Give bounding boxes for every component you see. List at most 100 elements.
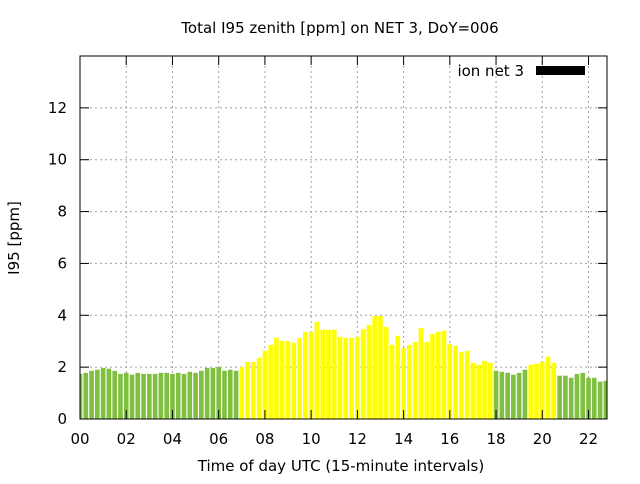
- bar: [389, 344, 395, 419]
- y-tick-label: 6: [57, 254, 67, 272]
- bar: [557, 375, 562, 419]
- bar: [568, 377, 574, 419]
- bar: [603, 380, 607, 419]
- bar: [83, 372, 89, 419]
- bar: [378, 316, 383, 419]
- bar: [343, 337, 349, 419]
- x-tick-label: 10: [302, 430, 321, 448]
- bar: [274, 337, 279, 419]
- bar: [227, 369, 233, 419]
- grid: [80, 56, 607, 419]
- bar: [574, 373, 580, 419]
- bar: [95, 369, 100, 419]
- y-tick-label: 0: [57, 410, 67, 428]
- x-tick-label: 08: [255, 430, 274, 448]
- x-tick-label: 20: [533, 430, 552, 448]
- legend-label: ion net 3: [457, 62, 524, 80]
- bar: [251, 361, 256, 419]
- x-tick-label: 16: [440, 430, 459, 448]
- bar: [418, 327, 424, 419]
- bar: [337, 336, 343, 419]
- bar: [320, 329, 326, 419]
- bar: [505, 372, 510, 419]
- bar: [303, 331, 308, 419]
- bar: [470, 362, 476, 419]
- bar: [511, 374, 516, 419]
- bar: [407, 344, 412, 419]
- x-tick-label: 14: [394, 430, 413, 448]
- bar: [482, 360, 487, 419]
- bar: [326, 329, 331, 419]
- bar: [175, 372, 181, 419]
- bar: [164, 372, 169, 419]
- bar: [147, 373, 152, 419]
- bar: [493, 370, 499, 419]
- bar: [534, 363, 539, 419]
- bar: [464, 350, 470, 419]
- plot-border: [79, 55, 608, 420]
- bar: [545, 356, 551, 419]
- bar: [210, 367, 216, 419]
- bar: [129, 374, 135, 419]
- bar: [591, 377, 597, 419]
- y-tick-label: 10: [48, 151, 67, 169]
- bar: [360, 329, 366, 419]
- bar: [522, 369, 528, 419]
- bar: [412, 341, 418, 419]
- x-tick-label: 02: [117, 430, 136, 448]
- bar: [158, 372, 164, 419]
- x-tick-label: 22: [579, 430, 598, 448]
- bar: [308, 331, 314, 419]
- bar: [597, 381, 603, 419]
- bar: [239, 367, 245, 419]
- y-axis-label: I95 [ppm]: [5, 201, 23, 275]
- x-tick-label: 04: [163, 430, 182, 448]
- bar: [366, 324, 372, 419]
- x-tick-label: 18: [487, 430, 506, 448]
- bar: [279, 340, 285, 419]
- bar: [100, 367, 106, 419]
- bar: [135, 372, 141, 419]
- bar: [141, 373, 146, 419]
- bar: [199, 370, 204, 419]
- y-tick-label: 8: [57, 203, 67, 221]
- bar: [245, 361, 250, 419]
- bar: [285, 340, 291, 419]
- bar: [355, 336, 360, 419]
- bar: [401, 347, 406, 419]
- bar: [262, 350, 268, 419]
- bar: [499, 371, 505, 419]
- bar: [551, 362, 557, 419]
- bar: [268, 344, 274, 419]
- bar: [476, 364, 482, 419]
- bar: [383, 326, 389, 419]
- bar: [291, 342, 297, 419]
- x-tick-label: 12: [348, 430, 367, 448]
- bar: [331, 329, 337, 419]
- bar: [395, 335, 401, 419]
- bars: [80, 316, 607, 419]
- bar: [528, 364, 534, 419]
- y-tick-label: 2: [57, 358, 67, 376]
- bar: [459, 351, 464, 419]
- bar: [435, 331, 441, 419]
- bar: [424, 341, 430, 419]
- bar: [112, 370, 117, 419]
- bar: [106, 368, 112, 419]
- y-tick-label: 4: [57, 306, 67, 324]
- bar: [80, 373, 83, 419]
- bar: [447, 343, 453, 419]
- bar: [152, 373, 158, 419]
- bar: [193, 372, 198, 419]
- bar: [580, 372, 586, 419]
- bar: [118, 373, 123, 419]
- bar: [441, 330, 447, 419]
- bar: [216, 367, 221, 419]
- bar: [516, 372, 522, 419]
- bar: [123, 372, 129, 419]
- bar: [430, 333, 435, 419]
- y-tick-label: 12: [48, 99, 67, 117]
- x-tick-label: 06: [209, 430, 228, 448]
